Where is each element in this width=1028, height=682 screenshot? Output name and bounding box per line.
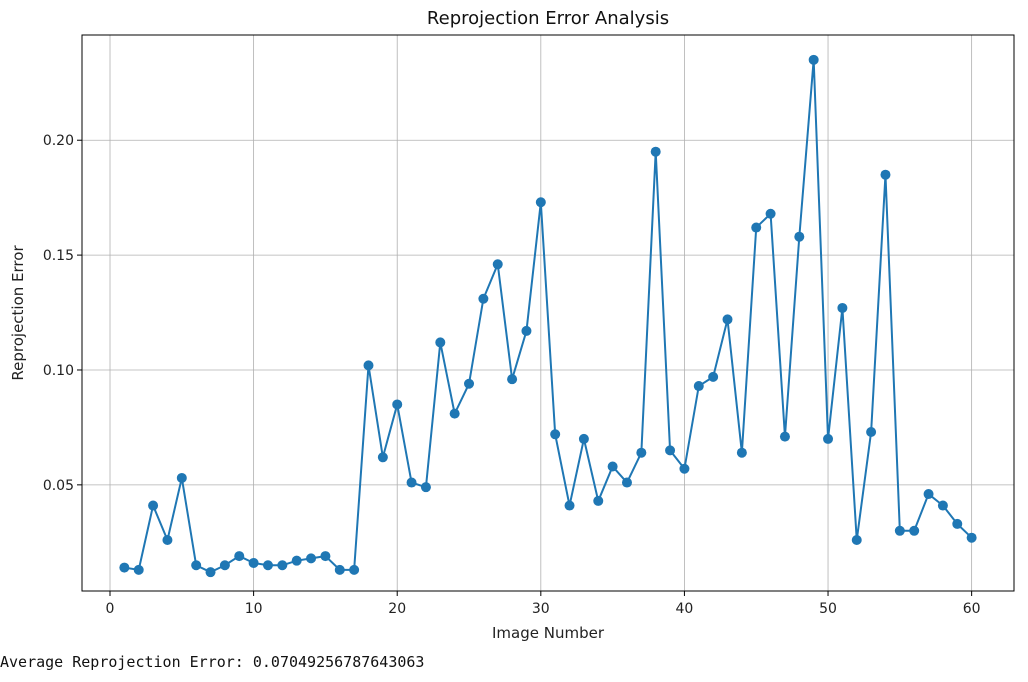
data-point (464, 378, 475, 389)
data-point (449, 408, 460, 419)
data-point (406, 477, 417, 488)
series-polyline (124, 59, 973, 574)
data-point (550, 429, 561, 440)
data-point (306, 553, 317, 564)
data-point (880, 169, 891, 180)
data-points (119, 54, 977, 578)
data-point (133, 564, 144, 575)
grid-lines (82, 35, 1014, 591)
series-line (124, 59, 973, 574)
data-point (478, 293, 489, 304)
data-point (751, 222, 762, 233)
data-point (636, 447, 647, 458)
y-tick-label: 0.10 (43, 363, 74, 379)
data-point (693, 381, 704, 392)
data-point (679, 463, 690, 474)
data-point (507, 374, 518, 385)
y-tick-label: 0.15 (43, 248, 74, 264)
data-point (621, 477, 632, 488)
data-point (837, 302, 848, 313)
data-point (607, 461, 618, 472)
data-point (535, 197, 546, 208)
y-axis-ticks: 0.05 0.10 0.15 0.20 (43, 133, 82, 494)
average-error-readout: Average Reprojection Error: 0.0704925678… (0, 653, 425, 671)
data-point (794, 231, 805, 242)
data-point (923, 489, 934, 500)
reprojection-error-chart: Reprojection Error Analysis 0 10 20 30 40 50 6… (9, 8, 1015, 642)
x-tick-label: 20 (388, 601, 406, 617)
data-point (262, 560, 273, 571)
data-point (894, 525, 905, 536)
x-tick-label: 40 (676, 601, 694, 617)
data-point (162, 534, 173, 545)
data-point (521, 325, 532, 336)
data-point (320, 551, 331, 562)
data-point (909, 525, 920, 536)
data-point (578, 433, 589, 444)
data-point (779, 431, 790, 442)
data-point (191, 560, 202, 571)
data-point (248, 557, 259, 568)
data-point (219, 560, 230, 571)
data-point (349, 564, 360, 575)
x-axis-label: Image Number (492, 624, 605, 642)
data-point (937, 500, 948, 511)
data-point (722, 314, 733, 325)
data-point (593, 495, 604, 506)
data-point (952, 518, 963, 529)
data-point (736, 447, 747, 458)
data-point (176, 472, 187, 483)
data-point (492, 259, 503, 270)
data-point (392, 399, 403, 410)
data-point (148, 500, 159, 511)
data-point (665, 445, 676, 456)
x-tick-label: 10 (245, 601, 263, 617)
x-axis-ticks: 0 10 20 30 40 50 60 (106, 591, 981, 617)
data-point (823, 433, 834, 444)
x-tick-label: 0 (106, 601, 115, 617)
data-point (119, 562, 130, 573)
data-point (866, 427, 877, 438)
data-point (420, 482, 431, 493)
x-tick-label: 30 (532, 601, 550, 617)
x-tick-label: 50 (819, 601, 837, 617)
data-point (277, 560, 288, 571)
x-tick-label: 60 (963, 601, 981, 617)
data-point (765, 208, 776, 219)
data-point (966, 532, 977, 543)
y-tick-label: 0.20 (43, 133, 74, 149)
data-point (564, 500, 575, 511)
data-point (291, 555, 302, 566)
data-point (650, 146, 661, 157)
data-point (234, 551, 245, 562)
data-point (808, 54, 819, 65)
chart-title: Reprojection Error Analysis (427, 8, 669, 29)
data-point (851, 534, 862, 545)
data-point (205, 567, 216, 578)
data-point (377, 452, 388, 463)
y-axis-label: Reprojection Error (9, 245, 27, 381)
data-point (708, 371, 719, 382)
data-point (334, 564, 345, 575)
data-point (435, 337, 446, 348)
plot-frame (81, 34, 1015, 592)
data-point (363, 360, 374, 371)
y-tick-label: 0.05 (43, 478, 74, 494)
